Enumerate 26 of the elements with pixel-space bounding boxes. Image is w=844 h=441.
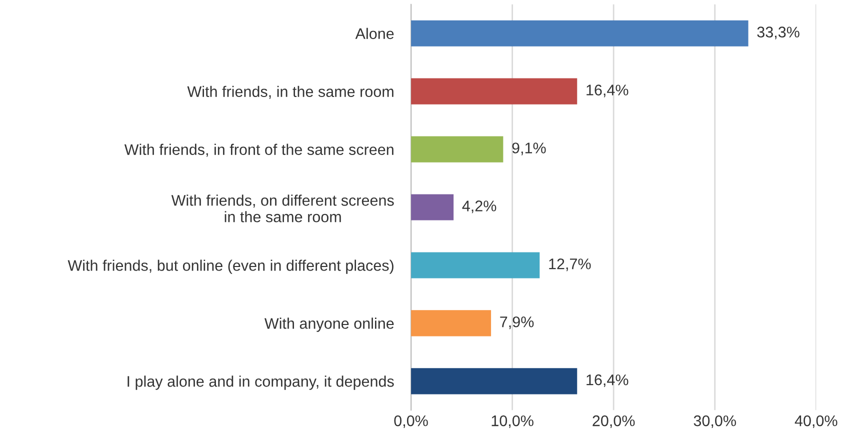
data-label: 4,2% — [462, 200, 496, 214]
bar — [411, 136, 504, 162]
data-label: 7,9% — [500, 316, 534, 330]
data-label: 9,1% — [512, 142, 546, 156]
x-tick-label: 0,0% — [394, 415, 428, 428]
x-tick-label: 40,0% — [794, 415, 838, 428]
x-tick-label: 30,0% — [694, 415, 736, 428]
y-tick-label: With friends, in front of the same screen — [124, 144, 394, 157]
bar — [411, 78, 578, 104]
data-label: 16,4% — [586, 374, 628, 388]
x-tick-label: 20,0% — [592, 415, 635, 428]
y-tick-label: With friends, but online (even in different places) — [68, 260, 394, 274]
data-label: 33,3% — [757, 26, 800, 40]
y-tick-label: With friends, in the same room — [187, 86, 394, 99]
y-tick-label: Alone — [355, 28, 394, 40]
data-label: 16,4% — [586, 84, 628, 98]
y-tick-label: With friends, on different screens in the same room — [171, 194, 394, 222]
y-tick-label: I play alone and in company, it depends — [128, 376, 394, 390]
bar — [411, 310, 492, 336]
bar — [411, 194, 454, 220]
bar — [411, 368, 578, 394]
y-tick-label: With anyone online — [264, 318, 394, 332]
bar — [411, 20, 748, 46]
x-tick-label: 10,0% — [492, 415, 534, 428]
bar — [411, 252, 540, 278]
data-label: 12,7% — [549, 258, 591, 272]
